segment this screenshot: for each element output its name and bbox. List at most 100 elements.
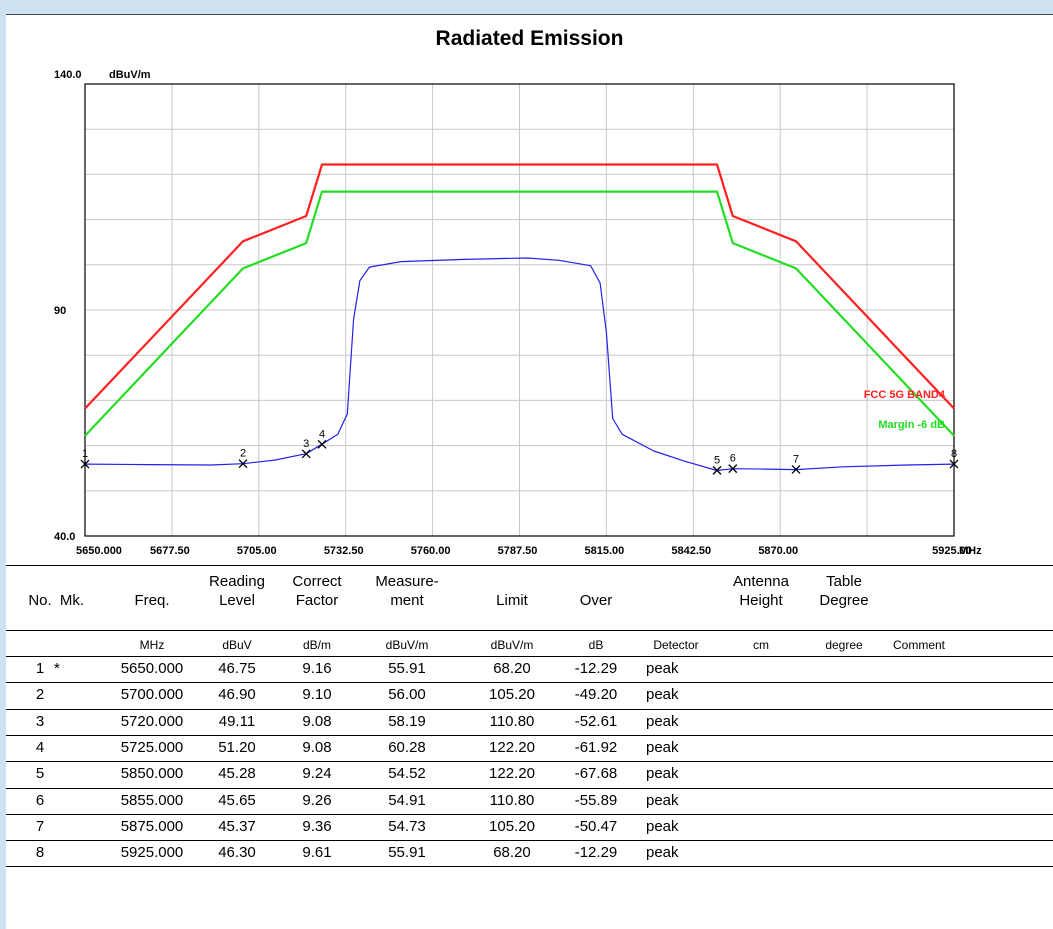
table-cell: 5855.000 (120, 791, 184, 809)
table-cell: -55.89 (574, 791, 618, 809)
marker-label: 7 (793, 453, 799, 465)
marker-cross (791, 464, 801, 474)
table-cell: 45.65 (218, 791, 256, 809)
table-cell: -49.20 (574, 686, 618, 704)
table-cell: 105.20 (489, 686, 535, 704)
marker-label: 6 (730, 453, 736, 465)
marker-label: 5 (714, 454, 720, 466)
table-cell: -67.68 (574, 765, 618, 783)
column-header: Antenna (733, 573, 789, 590)
column-header: Factor (295, 592, 339, 609)
table-cell: 58.19 (388, 712, 426, 730)
table-cell: 54.73 (388, 817, 426, 835)
units-divider (6, 656, 1053, 657)
table-cell: 7 (35, 817, 45, 835)
row-divider (6, 840, 1053, 842)
legend-entry: FCC 5G BAND4 (864, 389, 946, 401)
x-tick-label: 5705.00 (237, 545, 277, 557)
table-cell: peak (646, 660, 679, 677)
marker-label: 4 (319, 428, 325, 440)
x-tick-label: 5677.50 (150, 545, 190, 557)
table-cell: 8 (35, 844, 45, 862)
row-divider (6, 761, 1053, 763)
marker-cross (949, 459, 959, 469)
column-header: Limit (496, 592, 528, 609)
chart-title: Radiated Emission (435, 27, 624, 50)
x-tick-label: 5760.00 (411, 545, 451, 557)
table-cell: 9.36 (302, 817, 332, 835)
table-cell: 3 (35, 712, 45, 730)
row-divider (6, 787, 1053, 789)
x-tick-label: 5650.000 (76, 545, 122, 557)
table-cell: 110.80 (489, 712, 535, 730)
table-cell: 122.20 (489, 738, 535, 756)
table-cell: peak (646, 817, 679, 835)
x-tick-label: 5842.50 (671, 545, 711, 557)
table-cell: 122.20 (489, 765, 535, 783)
x-tick-label: 5870.00 (758, 545, 798, 557)
table-cell: 51.20 (218, 738, 256, 756)
row-divider (6, 866, 1053, 868)
marker-label: 1 (82, 448, 88, 460)
table-cell: 5720.000 (120, 712, 184, 730)
column-header: Measure- (375, 573, 439, 590)
unit-header: dB/m (302, 638, 331, 652)
table-cell: 49.11 (218, 712, 256, 730)
table-cell: peak (646, 791, 679, 809)
table-cell: 4 (35, 738, 45, 756)
table-cell: 55.91 (388, 660, 426, 677)
table-cell: 9.08 (302, 712, 332, 730)
table-cell: 9.61 (302, 844, 332, 862)
unit-header: dBuV/m (490, 638, 534, 652)
table-cell: 1 (35, 660, 45, 677)
table-cell: 54.52 (388, 765, 426, 783)
column-header: Level (219, 592, 255, 609)
marker-cross (317, 439, 327, 449)
table-cell: 5725.000 (120, 738, 184, 756)
table-cell: 60.28 (388, 738, 426, 756)
table-cell: -52.61 (574, 712, 618, 730)
unit-header: dB (588, 638, 604, 652)
column-header: No. (28, 592, 52, 609)
table-cell: 54.91 (388, 791, 426, 809)
report-sheet: Radiated Emission 1 2 3 4 5 6 7 8 140.0 90 40.0 dBu… (6, 14, 1053, 929)
table-cell: 105.20 (489, 817, 535, 835)
row-divider (6, 734, 1053, 736)
table-cell: 110.80 (489, 791, 535, 809)
table-cell: 9.10 (302, 686, 332, 704)
series-line-measurement-trace (84, 257, 955, 472)
table-cell: 56.00 (388, 686, 426, 704)
table-cell: 5850.000 (120, 765, 184, 783)
table-cell: peak (646, 686, 679, 704)
column-header: Reading (209, 573, 265, 590)
marker-cross (301, 449, 311, 459)
table-cell: 55.91 (388, 844, 426, 862)
table-cell: 46.90 (218, 686, 256, 704)
table-cell: 46.75 (218, 660, 256, 677)
unit-header: Comment (892, 638, 945, 652)
table-cell: -50.47 (574, 817, 618, 835)
x-tick-label: 5925.00 (932, 545, 972, 557)
marker-cross (80, 459, 90, 469)
table-cell: 5925.000 (120, 844, 184, 862)
column-header: Over (579, 592, 613, 609)
x-unit-label: MHz (959, 545, 982, 557)
table-cell: peak (646, 844, 679, 862)
table-cell: -61.92 (574, 738, 618, 756)
x-tick-label: 5787.50 (498, 545, 538, 557)
y-unit-label: dBuV/m (109, 69, 151, 81)
x-tick-label: 5815.00 (585, 545, 625, 557)
x-tick-label: 5732.50 (324, 545, 364, 557)
unit-header: Detector (653, 638, 699, 652)
marker-cross (238, 459, 248, 469)
y-tick-label: 140.0 (54, 69, 82, 81)
y-tick-label: 40.0 (54, 531, 75, 543)
table-cell: 9.26 (302, 791, 332, 809)
column-header: Correct (292, 573, 342, 590)
table-cell: 5875.000 (120, 817, 184, 835)
table-cell: 9.16 (302, 660, 332, 677)
table-top-border (6, 565, 1053, 566)
table-cell: -12.29 (574, 844, 618, 862)
table-cell: 45.28 (218, 765, 256, 783)
column-header: Table (826, 573, 862, 590)
